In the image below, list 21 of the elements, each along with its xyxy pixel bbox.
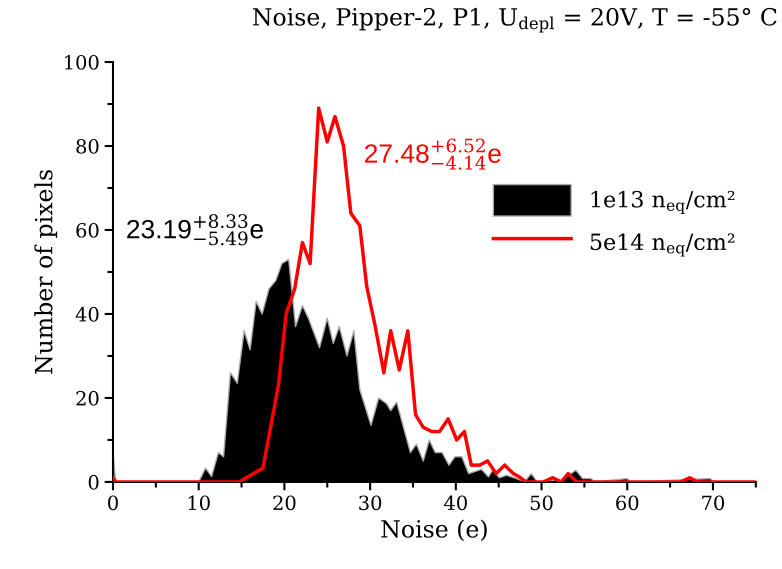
y-tick-label: 80 <box>76 138 99 154</box>
y-tick-label: 100 <box>65 54 99 70</box>
x-tick-label: 30 <box>359 495 382 510</box>
x-tick-label: 10 <box>188 495 210 510</box>
x-tick-label: 50 <box>530 495 553 510</box>
x-tick-label: 60 <box>616 495 638 510</box>
x-tick-label: 20 <box>273 495 296 510</box>
x-axis-title: Noise (e) <box>381 520 487 542</box>
annotation: 27.48$^{+6.52}$$_{−4.14}$e <box>365 138 501 170</box>
y-tick-label: 60 <box>76 222 99 238</box>
chart-title: Noise, Pipper-2, P1, U$_{depl}$ = 20V, T = -55° C <box>252 8 777 33</box>
annotation: 23.19$^{+8.33}$$_{−5.49}$e <box>127 214 263 246</box>
legend-label: 1e13 n$_{eq}$/cm² <box>592 190 734 214</box>
y-tick-label: 20 <box>76 390 99 406</box>
y-tick-label: 40 <box>76 306 99 322</box>
x-tick-label: 70 <box>702 495 724 510</box>
x-tick-label: 0 <box>108 495 118 510</box>
x-tick-label: 40 <box>444 495 467 510</box>
y-axis-title: Number of pixels <box>34 170 58 374</box>
y-tick-label: 0 <box>88 474 99 490</box>
legend-label: 5e14 n$_{eq}$/cm² <box>590 233 734 257</box>
